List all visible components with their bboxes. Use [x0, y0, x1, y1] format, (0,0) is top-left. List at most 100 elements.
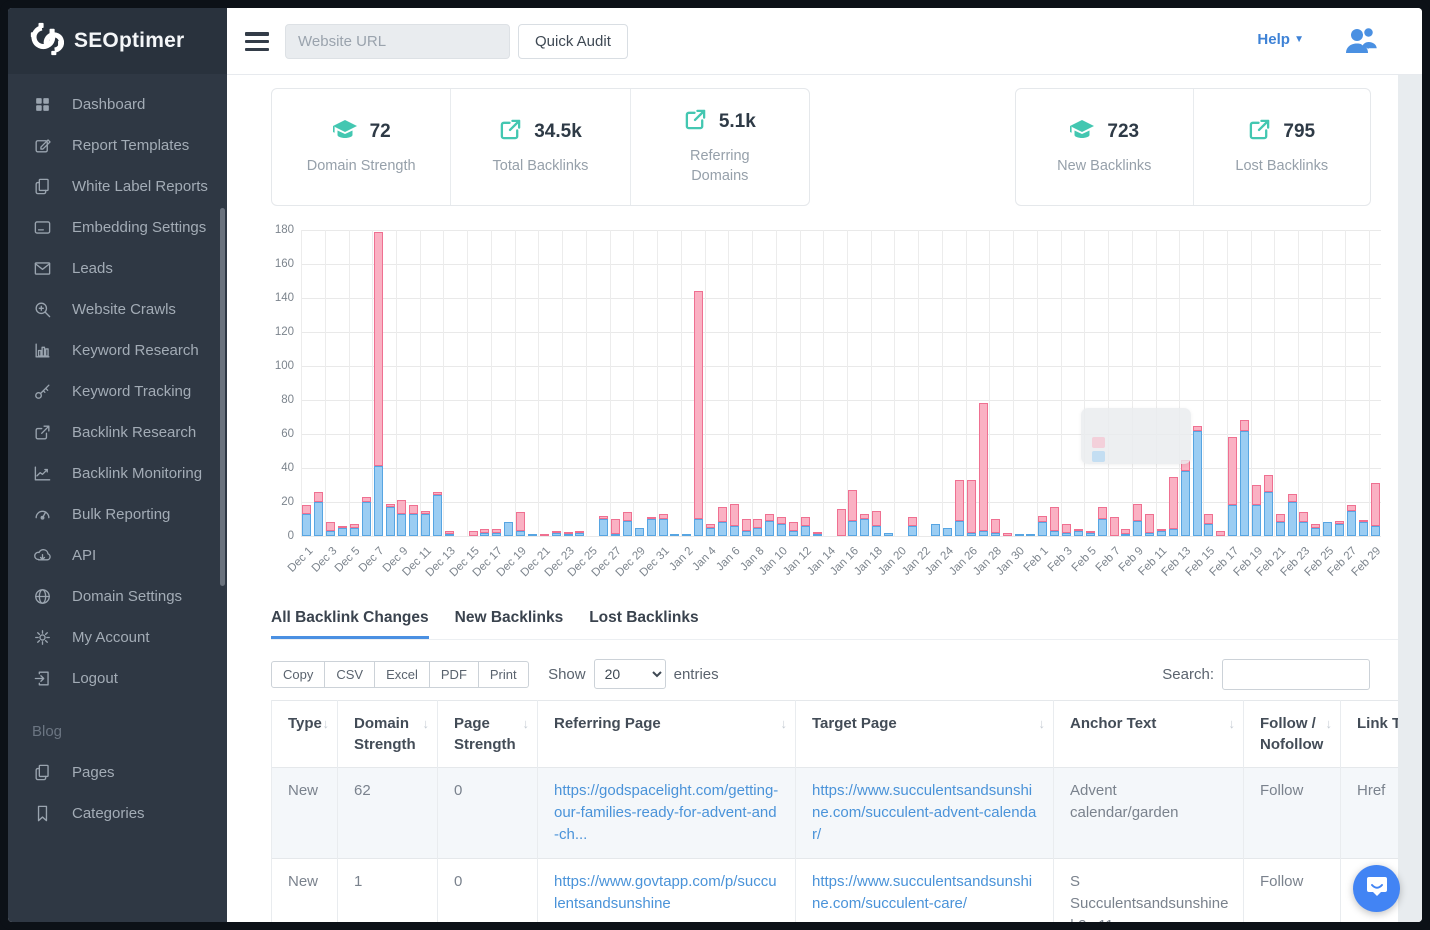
logo[interactable]: SEOptimer: [8, 8, 227, 74]
sidebar-item-backlink-monitoring[interactable]: Backlink Monitoring: [8, 453, 227, 494]
page-size-select[interactable]: 20: [593, 659, 666, 689]
bar-new-backlinks: [931, 524, 941, 536]
column-header-type[interactable]: Type ↓: [271, 700, 338, 768]
sidebar-item-dashboard[interactable]: Dashboard: [8, 84, 227, 125]
column-header-anchor-text[interactable]: Anchor Text ↓: [1053, 700, 1244, 768]
website-url-input[interactable]: [285, 24, 510, 59]
referring-domains-stat: 5.1k Referring Domains: [629, 89, 809, 205]
show-label: Show: [548, 665, 586, 683]
sidebar-item-keyword-tracking[interactable]: Keyword Tracking: [8, 371, 227, 412]
column-header-link-type[interactable]: Link Type↓: [1340, 700, 1398, 768]
graduation-cap-icon: [1069, 119, 1095, 146]
sort-arrow-icon: ↓: [1325, 716, 1333, 731]
referring-page-link[interactable]: https://godspacelight.com/getting-our-fa…: [554, 782, 779, 843]
y-axis-tick: 100: [274, 360, 294, 372]
y-axis-tick: 40: [281, 462, 294, 474]
tab-all-backlink-changes[interactable]: All Backlink Changes: [271, 609, 429, 639]
bar-new-backlinks: [599, 519, 609, 536]
column-header-target-page[interactable]: Target Page ↓: [795, 700, 1054, 768]
sidebar-item-api[interactable]: API: [8, 535, 227, 576]
bar-lost-backlinks: [1358, 520, 1368, 523]
quick-audit-button[interactable]: Quick Audit: [518, 24, 628, 59]
sidebar-item-label: My Account: [72, 629, 150, 646]
bar-lost-backlinks: [872, 510, 882, 526]
bar-new-backlinks: [1323, 522, 1333, 536]
sidebar-item-categories[interactable]: Categories: [8, 793, 227, 834]
hamburger-menu-icon[interactable]: [245, 32, 269, 51]
sidebar-item-domain-settings[interactable]: Domain Settings: [8, 576, 227, 617]
target-page-link[interactable]: https://www.succulentsandsunshine.com/su…: [812, 873, 1033, 912]
sidebar-item-leads[interactable]: Leads: [8, 248, 227, 289]
sidebar-item-report-templates[interactable]: Report Templates: [8, 125, 227, 166]
tab-new-backlinks[interactable]: New Backlinks: [454, 609, 564, 626]
stat-label: Domain Strength: [306, 157, 416, 174]
search-input[interactable]: [1222, 659, 1370, 690]
csv-export-button[interactable]: CSV: [324, 660, 376, 688]
sidebar-item-label: Report Templates: [72, 137, 190, 154]
bar-lost-backlinks: [1240, 420, 1249, 431]
y-axis-tick: 120: [274, 326, 294, 338]
bar-new-backlinks: [622, 520, 632, 536]
sidebar-item-logout[interactable]: Logout: [8, 658, 227, 699]
bar-lost-backlinks: [338, 525, 347, 528]
page-scrollbar-track[interactable]: [1398, 75, 1422, 922]
backlink-research-icon: [32, 423, 52, 443]
bar-new-backlinks: [575, 532, 585, 536]
copy-export-button[interactable]: Copy: [271, 660, 326, 688]
seoptimer-logo-icon: [30, 22, 65, 61]
lost-backlinks-stat: 795 Lost Backlinks: [1192, 89, 1371, 205]
target-page-link[interactable]: https://www.succulentsandsunshine.com/su…: [812, 782, 1037, 843]
account-users-icon[interactable]: [1344, 25, 1379, 55]
bar-lost-backlinks: [1299, 512, 1309, 523]
bar-lost-backlinks: [646, 517, 656, 519]
print-export-button[interactable]: Print: [477, 660, 529, 688]
column-header-page-strength[interactable]: Page Strength ↓: [437, 700, 538, 768]
sidebar-item-website-crawls[interactable]: Website Crawls: [8, 289, 227, 330]
help-menu[interactable]: Help ▼: [1257, 31, 1304, 48]
app-window: SEOptimer Dashboard Report Templates White…: [8, 8, 1422, 922]
sort-arrow-icon: ↓: [422, 716, 430, 731]
bar-new-backlinks: [777, 524, 787, 536]
bar-lost-backlinks: [1133, 503, 1143, 521]
sidebar-item-label: Embedding Settings: [72, 219, 207, 236]
sidebar-item-keyword-research[interactable]: Keyword Research: [8, 330, 227, 371]
bar-new-backlinks: [1358, 522, 1368, 536]
embedding-settings-icon: [32, 218, 52, 238]
column-header-referring-page[interactable]: Referring Page ↓: [537, 700, 796, 768]
sidebar-item-label: Leads: [72, 260, 113, 277]
bar-lost-backlinks: [468, 530, 478, 536]
bar-new-backlinks: [563, 534, 573, 536]
topbar: Quick Audit Help ▼: [227, 8, 1422, 75]
bar-lost-backlinks: [622, 512, 632, 521]
sidebar-item-embedding-settings[interactable]: Embedding Settings: [8, 207, 227, 248]
domain-settings-icon: [32, 587, 52, 607]
sidebar-item-bulk-reporting[interactable]: Bulk Reporting: [8, 494, 227, 535]
column-label: Follow / Nofollow: [1260, 715, 1324, 753]
sidebar-item-backlink-research[interactable]: Backlink Research: [8, 412, 227, 453]
report-templates-icon: [32, 136, 52, 156]
logo-text: SEOptimer: [74, 29, 185, 52]
bar-lost-backlinks: [1145, 513, 1155, 533]
sidebar-item-pages[interactable]: Pages: [8, 752, 227, 793]
bar-lost-backlinks: [1216, 530, 1226, 536]
tab-lost-backlinks[interactable]: Lost Backlinks: [589, 609, 699, 626]
bar-new-backlinks: [1204, 524, 1214, 536]
main-content: 72 Domain Strength 34.5k Total Backlinks: [227, 75, 1422, 922]
column-header-follow-nofollow[interactable]: Follow / Nofollow ↓: [1243, 700, 1341, 768]
referring-page-link[interactable]: https://www.govtapp.com/p/succulentsands…: [554, 873, 777, 912]
sidebar-scrollbar[interactable]: [220, 208, 225, 586]
stat-value: 34.5k: [534, 121, 582, 142]
pages-icon: [32, 763, 52, 783]
leads-icon: [32, 259, 52, 279]
column-header-domain-strength[interactable]: Domain Strength ↓: [337, 700, 438, 768]
sidebar-item-white-label-reports[interactable]: White Label Reports: [8, 166, 227, 207]
sidebar-item-my-account[interactable]: My Account: [8, 617, 227, 658]
stat-label: Referring Domains: [689, 148, 750, 184]
pdf-export-button[interactable]: PDF: [428, 660, 479, 688]
bar-new-backlinks: [1026, 534, 1036, 536]
bar-lost-backlinks: [741, 519, 751, 531]
bar-new-backlinks: [765, 520, 775, 536]
bar-lost-backlinks: [1085, 530, 1095, 533]
excel-export-button[interactable]: Excel: [374, 660, 430, 688]
chat-widget-button[interactable]: [1353, 865, 1400, 912]
